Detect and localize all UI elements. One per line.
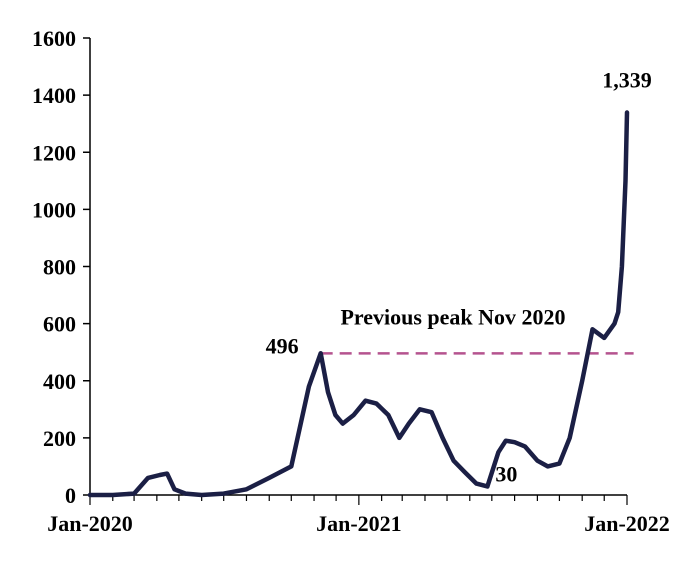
reference-line-group: Previous peak Nov 2020 xyxy=(320,304,634,355)
annotation-label: 30 xyxy=(495,461,517,486)
y-tick-label: 1200 xyxy=(32,140,76,165)
y-tick-label: 0 xyxy=(65,483,76,508)
y-tick-label: 200 xyxy=(43,426,76,451)
x-tick-label: Jan-2020 xyxy=(47,511,133,536)
x-tick-label: Jan-2021 xyxy=(316,511,402,536)
annotation-label: 496 xyxy=(266,333,299,358)
y-tick-label: 400 xyxy=(43,369,76,394)
x-tick-label: Jan-2022 xyxy=(584,511,670,536)
y-tick-label: 800 xyxy=(43,255,76,280)
annotation-group: 496 30 1,339 xyxy=(266,68,652,487)
series-group xyxy=(87,110,630,498)
y-tick-label: 1400 xyxy=(32,83,76,108)
annotation-label: 1,339 xyxy=(602,68,652,93)
y-tick-label: 1600 xyxy=(32,26,76,51)
series-line xyxy=(87,110,630,498)
y-tick-label: 600 xyxy=(43,312,76,337)
y-axis: 0 200 400 600 800 1000 1200 1400 1600 xyxy=(32,26,91,508)
y-tick-label: 1000 xyxy=(32,197,76,222)
reference-line-label: Previous peak Nov 2020 xyxy=(340,304,565,329)
x-axis: Jan-2020 Jan-2021 Jan-2022 xyxy=(47,494,670,536)
